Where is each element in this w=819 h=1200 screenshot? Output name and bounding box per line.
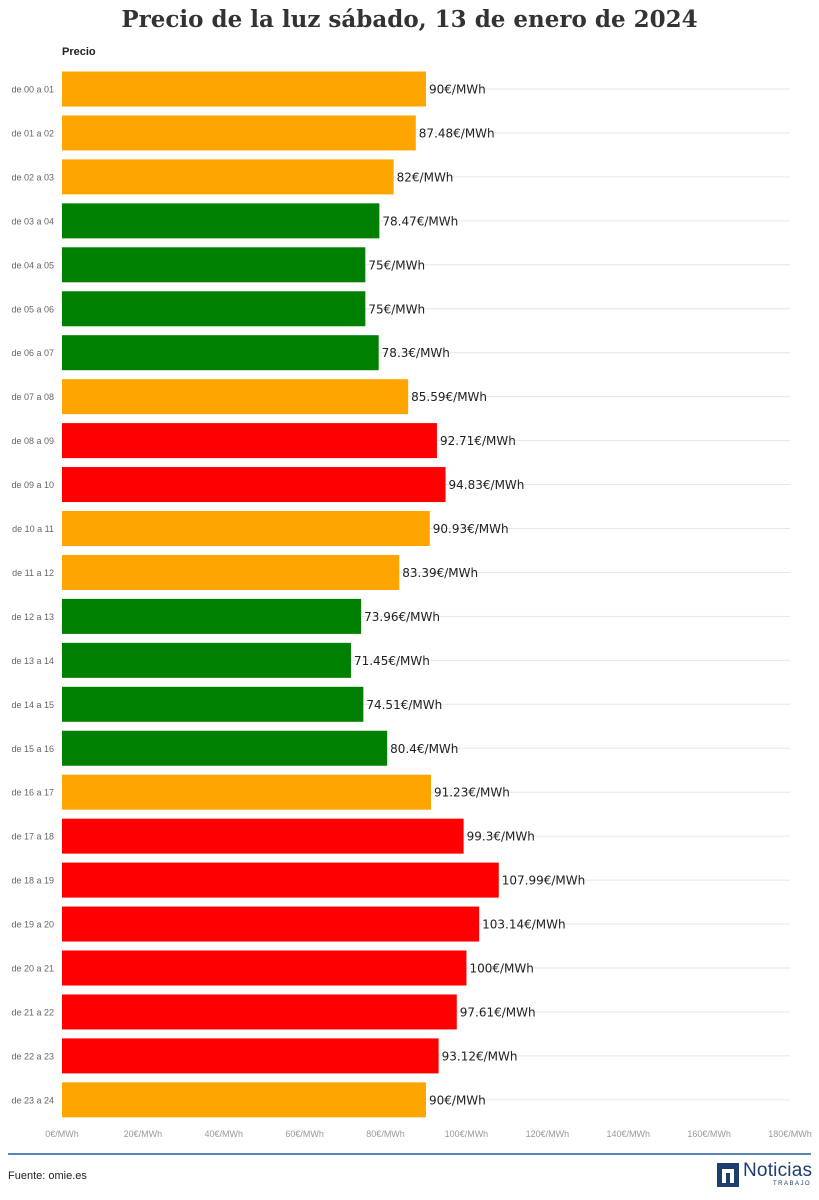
category-label: de 13 a 14 (11, 656, 54, 666)
bar-value-label: 100€/MWh (469, 962, 533, 976)
category-label: de 06 a 07 (11, 348, 54, 358)
category-label: de 19 a 20 (11, 920, 54, 930)
bar-bajo (62, 686, 364, 722)
category-label: de 02 a 03 (11, 172, 54, 182)
category-label: de 16 a 17 (11, 788, 54, 798)
bar-value-label: 93.12€/MWh (442, 1049, 518, 1063)
logo-subtext: TRABAJO (773, 1181, 812, 1187)
bar-bajo (62, 642, 351, 678)
bar-value-label: 74.51€/MWh (366, 698, 442, 712)
bar-medio (62, 159, 394, 195)
bar-value-label: 107.99€/MWh (502, 874, 585, 888)
footer-divider (8, 1153, 811, 1155)
bar-alto (62, 467, 446, 503)
bar-value-label: 97.61€/MWh (460, 1005, 536, 1019)
bar-medio (62, 115, 416, 151)
bar-medio (62, 1082, 426, 1118)
bar-value-label: 85.59€/MWh (411, 390, 487, 404)
category-label: de 04 a 05 (11, 260, 54, 270)
x-tick-label: 140€/MWh (606, 1129, 650, 1139)
bar-alto (62, 862, 499, 898)
bar-alto (62, 1038, 439, 1074)
bar-value-label: 75€/MWh (368, 258, 425, 272)
logo-text: Noticias (743, 1160, 813, 1181)
bar-alto (62, 423, 437, 459)
x-tick-label: 40€/MWh (205, 1129, 244, 1139)
bar-value-label: 103.14€/MWh (482, 918, 566, 932)
logo-mark-icon (717, 1163, 739, 1187)
category-label: de 08 a 09 (11, 436, 54, 446)
category-label: de 18 a 19 (11, 876, 54, 886)
category-label: de 20 a 21 (11, 964, 54, 974)
bar-value-label: 78.47€/MWh (382, 214, 458, 228)
bar-value-label: 80.4€/MWh (390, 742, 458, 756)
bar-chart: de 00 a 01 90€/MWh de 01 a 02 87.48€/MWh de … (11, 71, 812, 1139)
bar-value-label: 87.48€/MWh (419, 126, 495, 140)
category-label: de 12 a 13 (11, 612, 54, 622)
bar-value-label: 90€/MWh (429, 1093, 486, 1107)
category-label: de 07 a 08 (11, 392, 54, 402)
bar-value-label: 94.83€/MWh (449, 478, 525, 492)
bar-medio (62, 554, 400, 590)
bar-bajo (62, 335, 379, 371)
category-label: de 10 a 11 (12, 524, 54, 534)
bar-value-label: 92.71€/MWh (440, 434, 516, 448)
bar-value-label: 90.93€/MWh (433, 522, 509, 536)
category-label: de 22 a 23 (11, 1051, 54, 1061)
x-tick-label: 20€/MWh (124, 1129, 163, 1139)
x-tick-label: 80€/MWh (366, 1129, 405, 1139)
bar-value-label: 99.3€/MWh (467, 830, 535, 844)
bar-bajo (62, 247, 366, 283)
x-tick-label: 180€/MWh (768, 1129, 812, 1139)
category-label: de 03 a 04 (11, 216, 54, 226)
category-label: de 01 a 02 (11, 128, 54, 138)
bar-value-label: 90€/MWh (429, 83, 486, 97)
category-label: de 05 a 06 (11, 304, 54, 314)
chart-title: Precio de la luz sábado, 13 de enero de … (121, 6, 698, 33)
bar-value-label: 71.45€/MWh (354, 654, 430, 668)
category-label: de 23 a 24 (11, 1095, 54, 1105)
bar-alto (62, 818, 464, 854)
bar-bajo (62, 598, 362, 634)
bar-alto (62, 950, 467, 986)
bar-bajo (62, 730, 388, 766)
x-tick-label: 0€/MWh (45, 1129, 79, 1139)
category-label: de 00 a 01 (11, 85, 54, 95)
bar-medio (62, 379, 409, 415)
x-tick-label: 160€/MWh (687, 1129, 731, 1139)
category-label: de 21 a 22 (11, 1007, 54, 1017)
x-tick-label: 100€/MWh (445, 1129, 489, 1139)
bar-medio (62, 774, 431, 810)
bar-medio (62, 71, 426, 107)
source-note: Fuente: omie.es (8, 1170, 87, 1182)
bar-bajo (62, 203, 380, 239)
category-label: de 14 a 15 (11, 700, 54, 710)
column-label: Precio (62, 46, 96, 58)
category-label: de 11 a 12 (12, 568, 54, 578)
bar-value-label: 82€/MWh (397, 170, 454, 184)
category-label: de 09 a 10 (11, 480, 54, 490)
x-tick-label: 60€/MWh (285, 1129, 324, 1139)
bar-value-label: 78.3€/MWh (382, 346, 450, 360)
brand-logo[interactable]: Noticias TRABAJO (717, 1160, 813, 1189)
bar-value-label: 83.39€/MWh (402, 566, 478, 580)
bar-bajo (62, 291, 366, 327)
bar-value-label: 75€/MWh (368, 302, 425, 316)
bar-alto (62, 994, 457, 1030)
x-tick-label: 120€/MWh (526, 1129, 570, 1139)
bar-alto (62, 906, 480, 942)
bar-value-label: 73.96€/MWh (364, 610, 440, 624)
bar-medio (62, 511, 430, 546)
bar-value-label: 91.23€/MWh (434, 786, 510, 800)
category-label: de 17 a 18 (11, 832, 54, 842)
category-label: de 15 a 16 (11, 744, 54, 754)
